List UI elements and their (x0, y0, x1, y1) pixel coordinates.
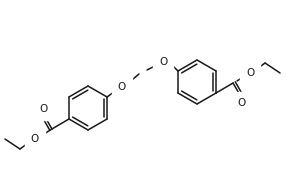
Text: O: O (40, 104, 48, 114)
Text: O: O (31, 134, 39, 144)
Text: O: O (246, 68, 254, 78)
Text: O: O (159, 57, 167, 67)
Text: O: O (237, 98, 245, 108)
Text: O: O (118, 82, 126, 92)
